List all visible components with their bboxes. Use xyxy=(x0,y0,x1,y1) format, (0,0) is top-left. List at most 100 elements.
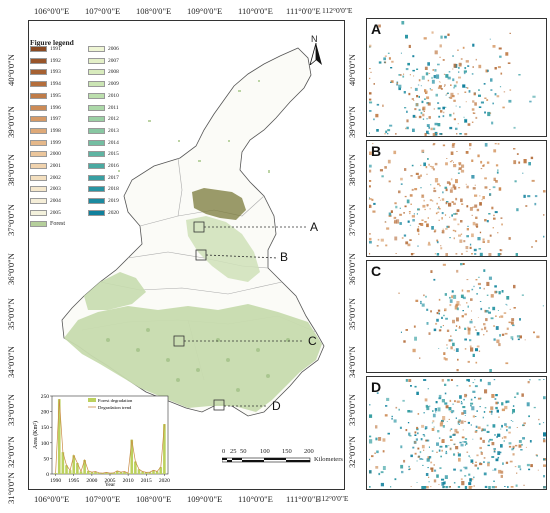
change-pixel xyxy=(495,315,497,317)
change-pixel xyxy=(484,111,486,114)
change-pixel xyxy=(451,295,454,299)
forest-change-cluster xyxy=(192,188,246,220)
left-lat-label: 39°0'0"N xyxy=(6,106,16,138)
change-pixel xyxy=(482,428,486,432)
change-pixel xyxy=(504,332,508,335)
change-pixel xyxy=(511,338,514,341)
change-pixel xyxy=(475,416,477,417)
change-pixel xyxy=(376,103,380,106)
change-pixel xyxy=(467,326,469,329)
chart-legend-swatch-bar xyxy=(88,398,96,402)
chart-bar xyxy=(126,473,130,474)
change-pixel xyxy=(375,466,379,469)
chart-bar xyxy=(65,465,68,474)
change-pixel xyxy=(423,37,427,40)
change-pixel xyxy=(497,169,499,171)
change-pixel xyxy=(456,307,459,311)
legend-label: 2017 xyxy=(108,174,119,181)
change-pixel xyxy=(470,298,473,301)
change-pixel xyxy=(417,413,420,415)
change-pixel xyxy=(469,345,472,348)
change-pixel xyxy=(424,398,428,402)
change-pixel xyxy=(437,123,441,127)
change-pixel xyxy=(387,52,390,54)
top-lon-label: 111°0'0"E xyxy=(286,6,321,16)
change-pixel xyxy=(409,239,412,241)
change-pixel xyxy=(453,143,456,145)
change-pixel xyxy=(473,326,476,328)
change-pixel xyxy=(478,350,481,352)
change-pixel xyxy=(409,224,412,226)
change-pixel xyxy=(528,468,531,471)
change-pixel xyxy=(409,213,411,215)
north-arrow-icon xyxy=(309,43,322,65)
legend-item: 2016 xyxy=(88,163,119,170)
change-pixel xyxy=(465,246,469,250)
change-pixel xyxy=(398,408,400,411)
change-pixel xyxy=(394,217,397,219)
change-pixel xyxy=(487,239,490,243)
change-pixel xyxy=(416,482,418,483)
change-pixel xyxy=(428,476,430,478)
change-pixel xyxy=(440,247,443,250)
change-pixel xyxy=(543,379,545,380)
change-pixel xyxy=(422,113,425,117)
change-pixel xyxy=(401,470,404,474)
change-pixel xyxy=(487,463,490,467)
change-pixel xyxy=(443,481,446,485)
change-pixel xyxy=(408,432,411,436)
change-pixel xyxy=(475,348,478,352)
chart-bar xyxy=(152,470,155,474)
change-pixel xyxy=(438,329,442,332)
change-pixel xyxy=(406,126,409,130)
change-pixel xyxy=(461,164,465,168)
change-pixel xyxy=(501,424,503,428)
chart-x-tick-label: 1995 xyxy=(68,478,79,484)
change-pixel xyxy=(384,61,387,64)
right-lat-label: 32°0'0"N xyxy=(347,436,357,468)
change-pixel xyxy=(418,108,421,111)
change-pixel xyxy=(443,111,445,114)
change-pixel xyxy=(521,393,524,397)
change-pixel xyxy=(416,426,419,429)
change-pixel xyxy=(500,253,502,256)
change-pixel xyxy=(475,461,477,463)
left-lat-label: 32°0'0"N xyxy=(6,436,16,468)
change-pixel xyxy=(518,444,522,448)
change-pixel xyxy=(451,144,455,148)
change-pixel xyxy=(463,116,465,118)
chart-bar xyxy=(57,399,61,474)
change-pixel xyxy=(443,73,446,75)
change-pixel xyxy=(442,59,445,61)
change-pixel xyxy=(533,406,536,409)
change-pixel xyxy=(453,237,455,240)
change-pixel xyxy=(417,432,419,435)
change-pixel xyxy=(443,314,445,317)
change-pixel xyxy=(512,405,515,407)
change-pixel xyxy=(437,211,440,213)
change-pixel xyxy=(414,108,417,111)
change-pixel xyxy=(480,397,482,400)
change-pixel xyxy=(450,335,452,337)
change-pixel xyxy=(433,426,435,428)
change-pixel xyxy=(444,402,448,405)
change-pixel xyxy=(433,278,436,281)
change-pixel xyxy=(514,396,517,398)
change-pixel xyxy=(444,392,447,395)
change-pixel xyxy=(472,100,475,103)
change-pixel xyxy=(492,186,496,189)
change-pixel xyxy=(458,169,460,171)
change-pixel xyxy=(484,389,488,394)
change-pixel xyxy=(456,385,459,387)
change-pixel xyxy=(449,411,452,413)
change-pixel xyxy=(436,442,439,446)
change-pixel xyxy=(490,317,494,320)
change-pixel xyxy=(471,73,474,75)
change-pixel xyxy=(474,464,478,467)
change-pixel xyxy=(499,86,502,88)
change-pixel xyxy=(477,237,481,241)
legend-item: 1996 xyxy=(30,104,61,112)
legend-swatch xyxy=(88,69,105,76)
change-pixel xyxy=(476,454,479,457)
change-pixel xyxy=(449,435,452,438)
